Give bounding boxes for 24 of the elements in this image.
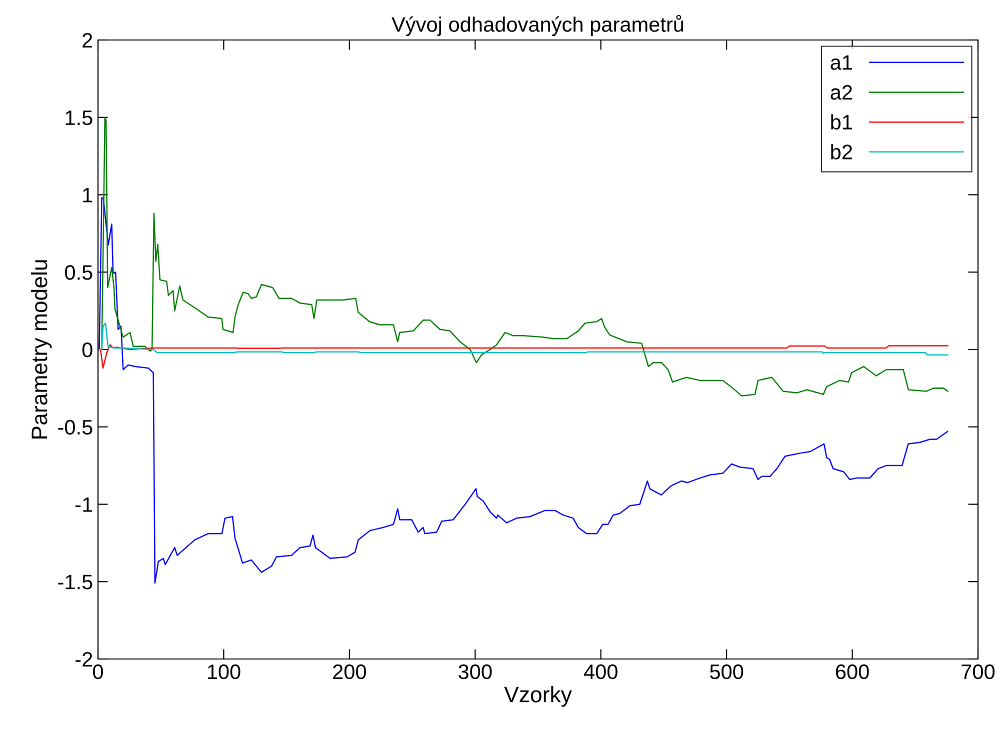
x-tick-label: 600 [836,664,869,680]
y-tick-label: 1 [83,188,92,202]
y-tick-label: 0 [82,342,92,358]
y-tick-label: 1.5 [66,110,92,126]
y-tick-label: 2 [82,33,92,48]
chart-title: Vývoj odhadovaných parametrů [392,14,684,36]
legend-label: b2 [831,144,852,160]
y-tick-label: -2 [76,652,92,667]
y-tick-label: 0.5 [64,265,92,280]
x-tick-label: 100 [208,664,240,680]
y-tick-label: -0.5 [58,420,92,435]
x-axis-title: Vzorky [504,686,572,707]
x-tick-label: 700 [962,664,995,680]
x-tick-label: 400 [584,664,618,680]
y-tick-label: -1.5 [58,574,92,590]
legend-label: a1 [830,55,852,70]
y-tick-label: -1 [76,497,92,512]
y-axis-title: Parametry modelu [30,260,52,438]
x-tick-label: 500 [710,664,744,680]
x-tick-label: 300 [458,664,492,680]
legend-label: a2 [830,84,852,100]
x-tick-label: 0 [93,664,103,680]
legend-label: b1 [831,114,852,130]
x-tick-label: 200 [333,664,366,680]
